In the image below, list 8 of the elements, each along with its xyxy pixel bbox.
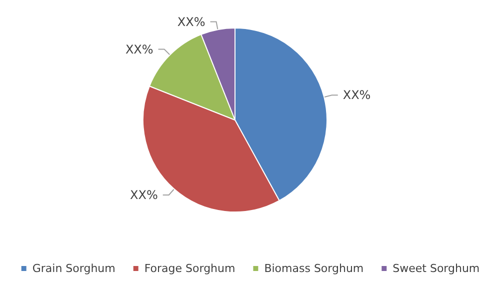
- legend-label: Sweet Sorghum: [392, 262, 480, 275]
- legend-label: Forage Sorghum: [144, 262, 236, 275]
- data-label: XX%: [177, 14, 206, 29]
- data-label: XX%: [130, 188, 158, 202]
- legend-label: Grain Sorghum: [32, 262, 116, 275]
- data-label: XX%: [125, 42, 154, 56]
- data-label: XX%: [342, 88, 371, 102]
- legend-label: Biomass Sorghum: [264, 262, 364, 275]
